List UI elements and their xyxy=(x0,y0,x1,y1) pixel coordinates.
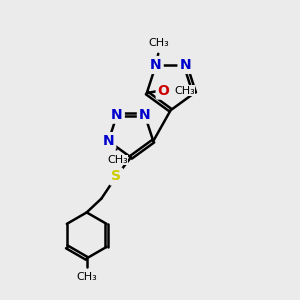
Text: N: N xyxy=(150,58,162,72)
Text: O: O xyxy=(158,84,170,98)
Text: N: N xyxy=(179,58,191,72)
Text: CH₃: CH₃ xyxy=(107,155,128,165)
Text: CH₃: CH₃ xyxy=(76,272,97,282)
Text: CH₃: CH₃ xyxy=(175,85,195,96)
Text: N: N xyxy=(103,134,114,148)
Text: N: N xyxy=(139,108,151,122)
Text: N: N xyxy=(111,108,123,122)
Text: CH₃: CH₃ xyxy=(148,38,169,48)
Text: S: S xyxy=(111,169,121,184)
